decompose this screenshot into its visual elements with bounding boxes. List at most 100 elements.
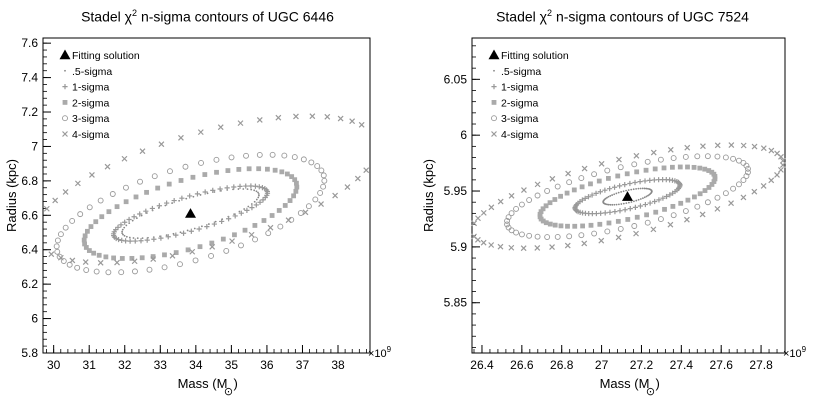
marker-circle bbox=[505, 214, 512, 221]
marker-dot bbox=[643, 196, 646, 199]
marker-circle bbox=[132, 268, 138, 275]
marker-dot bbox=[214, 220, 217, 223]
marker-cross bbox=[751, 143, 758, 150]
marker-circle bbox=[631, 223, 638, 229]
marker-cross bbox=[491, 131, 497, 137]
marker-circle bbox=[714, 153, 721, 160]
marker-plus bbox=[660, 195, 666, 201]
title-prefix: Stadel bbox=[496, 8, 536, 25]
marker-cross bbox=[69, 257, 76, 264]
marker-plus bbox=[115, 236, 122, 243]
marker-square bbox=[209, 240, 215, 246]
marker-square bbox=[697, 165, 703, 171]
marker-square bbox=[83, 245, 89, 250]
marker-cross bbox=[534, 244, 541, 251]
marker-circle bbox=[566, 179, 573, 186]
marker-circle bbox=[591, 230, 598, 237]
marker-circle bbox=[743, 173, 750, 179]
marker-circle bbox=[504, 218, 511, 224]
marker-plus bbox=[126, 216, 132, 223]
marker-plus bbox=[115, 224, 121, 230]
marker-cross bbox=[650, 226, 657, 233]
marker-dot bbox=[179, 231, 182, 234]
x-tick-label: 35 bbox=[225, 358, 239, 372]
marker-dot bbox=[123, 234, 126, 237]
marker-square bbox=[133, 194, 139, 200]
marker-plus bbox=[652, 198, 658, 205]
marker-square bbox=[111, 255, 117, 261]
marker-cross bbox=[337, 115, 344, 122]
marker-square bbox=[162, 252, 167, 258]
marker-plus bbox=[647, 177, 653, 183]
marker-cross bbox=[751, 188, 758, 195]
marker-plus bbox=[589, 192, 595, 198]
marker-cross bbox=[344, 184, 351, 190]
marker-cross bbox=[332, 192, 339, 199]
marker-circle bbox=[86, 204, 93, 211]
marker-dot bbox=[246, 188, 249, 191]
marker-dot bbox=[250, 188, 253, 191]
marker-square bbox=[144, 189, 149, 195]
marker-dot bbox=[125, 224, 128, 227]
marker-cross bbox=[197, 129, 204, 136]
marker-circle bbox=[252, 236, 258, 243]
marker-dot bbox=[604, 197, 607, 200]
scatter-plot: 26.4 26.6 26.8 27 27.2 27.4 27.6 27.8 5.85 5.9 5.9… bbox=[421, 37, 807, 398]
marker-cross bbox=[302, 209, 309, 216]
marker-dot bbox=[185, 197, 188, 200]
y-tick-label: 6.05 bbox=[444, 72, 468, 86]
marker-dot bbox=[193, 227, 196, 230]
marker-circle bbox=[508, 210, 515, 217]
marker-square bbox=[706, 168, 712, 173]
marker-plus bbox=[248, 183, 254, 189]
marker-square bbox=[190, 174, 196, 180]
marker-dot bbox=[617, 191, 620, 194]
marker-dot bbox=[243, 208, 246, 210]
marker-square bbox=[580, 223, 586, 229]
marker-dot bbox=[643, 187, 646, 190]
marker-square bbox=[84, 228, 90, 234]
x-axis-label-close: ) bbox=[656, 376, 660, 391]
marker-cross bbox=[104, 163, 111, 170]
marker-plus bbox=[676, 180, 683, 186]
marker-plus bbox=[642, 201, 648, 208]
marker-circle bbox=[305, 203, 312, 210]
marker-square bbox=[709, 182, 715, 187]
marker-dot bbox=[257, 191, 259, 194]
marker-circle bbox=[243, 152, 249, 159]
marker-plus bbox=[194, 191, 201, 197]
marker-square bbox=[540, 206, 546, 212]
marker-square bbox=[558, 223, 564, 229]
marker-square bbox=[242, 227, 248, 233]
marker-dot bbox=[237, 188, 240, 190]
marker-dot bbox=[609, 203, 612, 206]
marker-circle bbox=[62, 224, 69, 231]
marker-plus bbox=[202, 189, 208, 195]
marker-circle bbox=[69, 217, 76, 224]
marker-circle bbox=[722, 154, 729, 161]
marker-cross bbox=[471, 233, 477, 240]
marker-cross bbox=[363, 167, 370, 174]
y-tick-label: 7.6 bbox=[21, 36, 38, 50]
marker-dot bbox=[164, 204, 167, 207]
marker-square bbox=[615, 218, 621, 224]
series-4-sigma bbox=[471, 142, 786, 252]
marker-plus bbox=[617, 208, 623, 214]
marker-square bbox=[552, 197, 558, 202]
marker-circle bbox=[317, 189, 324, 196]
marker-dot bbox=[627, 189, 630, 191]
marker-plus bbox=[127, 238, 133, 244]
marker-dot bbox=[132, 237, 135, 239]
marker-square bbox=[294, 180, 299, 186]
marker-cross bbox=[52, 197, 59, 204]
marker-dot bbox=[123, 226, 126, 229]
marker-dot bbox=[131, 219, 134, 222]
marker-plus bbox=[627, 205, 633, 212]
marker-circle bbox=[735, 157, 742, 164]
series-3-sigma bbox=[504, 153, 751, 241]
marker-cross bbox=[684, 144, 691, 151]
marker-square bbox=[702, 188, 708, 193]
marker-dot bbox=[645, 187, 648, 190]
marker-cross bbox=[779, 157, 786, 164]
marker-square bbox=[564, 190, 570, 196]
